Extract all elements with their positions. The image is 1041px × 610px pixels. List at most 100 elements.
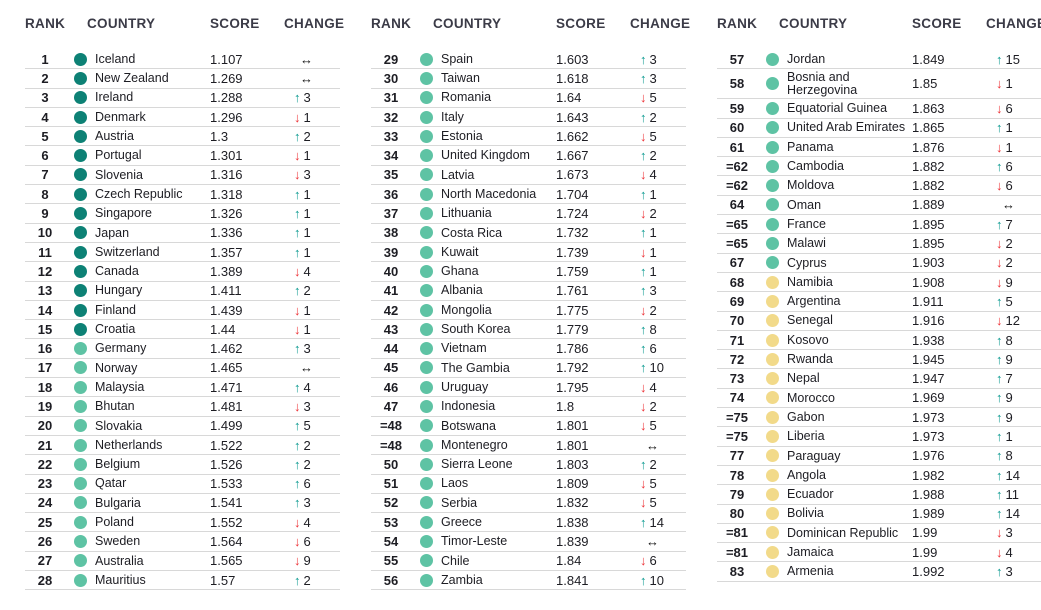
- tier-dot-cell: [757, 256, 787, 270]
- tier-dot-icon: [419, 284, 433, 298]
- change-value: 3: [303, 495, 311, 511]
- change-cell: ↓ 5: [624, 129, 686, 144]
- country-name: Slovakia: [95, 418, 143, 433]
- up-arrow-icon: ↑: [996, 216, 1003, 232]
- country-name: Mauritius: [95, 572, 146, 587]
- change-value: 6: [649, 553, 657, 569]
- same-arrow-icon: ↔: [300, 51, 313, 67]
- change-value: 3: [303, 398, 311, 414]
- change-cell: ↓ 5: [624, 495, 686, 510]
- country-name: Namibia: [787, 274, 833, 289]
- country-name: Paraguay: [787, 448, 841, 463]
- rank-value: =48: [379, 437, 403, 453]
- country-name: Estonia: [441, 129, 483, 144]
- same-arrow-icon: ↔: [646, 534, 659, 550]
- country-name: Bulgaria: [95, 495, 141, 510]
- same-arrow-icon: ↔: [300, 360, 313, 376]
- table-row: 13 Hungary 1.411 ↑ 2: [25, 282, 340, 301]
- down-arrow-icon: ↓: [294, 534, 301, 550]
- change-value: 4: [649, 167, 657, 183]
- change-cell: ↑ 1: [980, 120, 1041, 135]
- change-cell: ↑ 15: [980, 52, 1041, 67]
- table-row: 70 Senegal 1.916 ↓ 12: [717, 312, 1041, 331]
- tier-dot-cell: [411, 71, 441, 85]
- country-name: Bolivia: [787, 506, 824, 521]
- table-row: 83 Armenia 1.992 ↑ 3: [717, 562, 1041, 582]
- tier-dot-icon: [419, 535, 433, 549]
- rank-value: 73: [729, 371, 745, 387]
- score-value: 1.541: [210, 495, 243, 511]
- score-value: 1.85: [912, 76, 938, 92]
- table-row: =65 France 1.895 ↑ 7: [717, 215, 1041, 235]
- tier-dot-cell: [757, 314, 787, 328]
- score-value: 1.57: [210, 572, 236, 588]
- up-arrow-icon: ↑: [640, 283, 647, 299]
- tier-dot-icon: [73, 207, 87, 221]
- score-value: 1.84: [556, 553, 582, 569]
- change-cell: ↑ 6: [278, 476, 340, 491]
- up-arrow-icon: ↑: [294, 495, 301, 511]
- tier-dot-cell: [757, 77, 787, 91]
- table-row: 42 Mongolia 1.775 ↓ 2: [371, 301, 686, 321]
- down-arrow-icon: ↓: [294, 148, 301, 164]
- table-column-1: RANK COUNTRY SCORE CHANGE 1 Iceland 1.10…: [25, 10, 344, 591]
- change-value: 2: [303, 572, 311, 588]
- rank-value: 83: [729, 564, 745, 580]
- score-value: 1.969: [912, 390, 945, 406]
- change-value: 3: [649, 70, 657, 86]
- rank-value: 24: [37, 495, 53, 511]
- up-arrow-icon: ↑: [640, 341, 647, 357]
- tier-dot-icon: [73, 496, 87, 510]
- country-name: Oman: [787, 197, 822, 212]
- tier-dot-icon: [73, 438, 87, 452]
- score-header: SCORE: [210, 16, 260, 31]
- rank-value: 41: [383, 283, 399, 299]
- change-cell: ↓ 1: [278, 303, 340, 318]
- tier-dot-icon: [419, 496, 433, 510]
- tier-dot-cell: [757, 275, 787, 289]
- change-value: 4: [1005, 544, 1013, 560]
- change-cell: ↔: [624, 438, 686, 453]
- tier-dot-cell: [757, 372, 787, 386]
- country-name: Nepal: [787, 371, 820, 386]
- country-name: Senegal: [787, 313, 833, 328]
- score-value: 1.882: [912, 158, 945, 174]
- score-value: 1.662: [556, 128, 589, 144]
- score-value: 1.792: [556, 360, 589, 376]
- tier-dot-cell: [757, 333, 787, 347]
- rank-value: 8: [41, 186, 49, 202]
- rank-value: =48: [379, 418, 403, 434]
- up-arrow-icon: ↑: [640, 70, 647, 86]
- down-arrow-icon: ↓: [294, 398, 301, 414]
- same-arrow-icon: ↔: [646, 437, 659, 453]
- down-arrow-icon: ↓: [640, 90, 647, 106]
- country-name: Albania: [441, 283, 483, 298]
- tier-dot-icon: [73, 91, 87, 105]
- tier-dot-cell: [757, 429, 787, 443]
- country-name: Spain: [441, 51, 473, 66]
- table-row: 10 Japan 1.336 ↑ 1: [25, 224, 340, 243]
- change-cell: ↑ 1: [624, 264, 686, 279]
- change-cell: ↑ 6: [624, 341, 686, 356]
- change-cell: ↓ 2: [624, 206, 686, 221]
- up-arrow-icon: ↑: [996, 51, 1003, 67]
- score-value: 1.895: [912, 216, 945, 232]
- table-row: 40 Ghana 1.759 ↑ 1: [371, 262, 686, 282]
- rank-value: 20: [37, 418, 53, 434]
- country-name: Cyprus: [787, 255, 827, 270]
- table-row: 18 Malaysia 1.471 ↑ 4: [25, 378, 340, 398]
- change-cell: ↓ 5: [624, 418, 686, 433]
- tier-dot-cell: [757, 410, 787, 424]
- tier-dot-icon: [765, 352, 779, 366]
- score-value: 1.911: [912, 293, 944, 309]
- tier-dot-cell: [65, 110, 95, 124]
- down-arrow-icon: ↓: [640, 206, 647, 222]
- table-row: 25 Poland 1.552 ↓ 4: [25, 513, 340, 533]
- tier-dot-cell: [411, 554, 441, 568]
- score-value: 1.643: [556, 109, 589, 125]
- tier-dot-icon: [73, 573, 87, 587]
- tier-dot-icon: [765, 391, 779, 405]
- tier-dot-cell: [411, 284, 441, 298]
- down-arrow-icon: ↓: [996, 236, 1003, 252]
- change-value: 2: [303, 456, 311, 472]
